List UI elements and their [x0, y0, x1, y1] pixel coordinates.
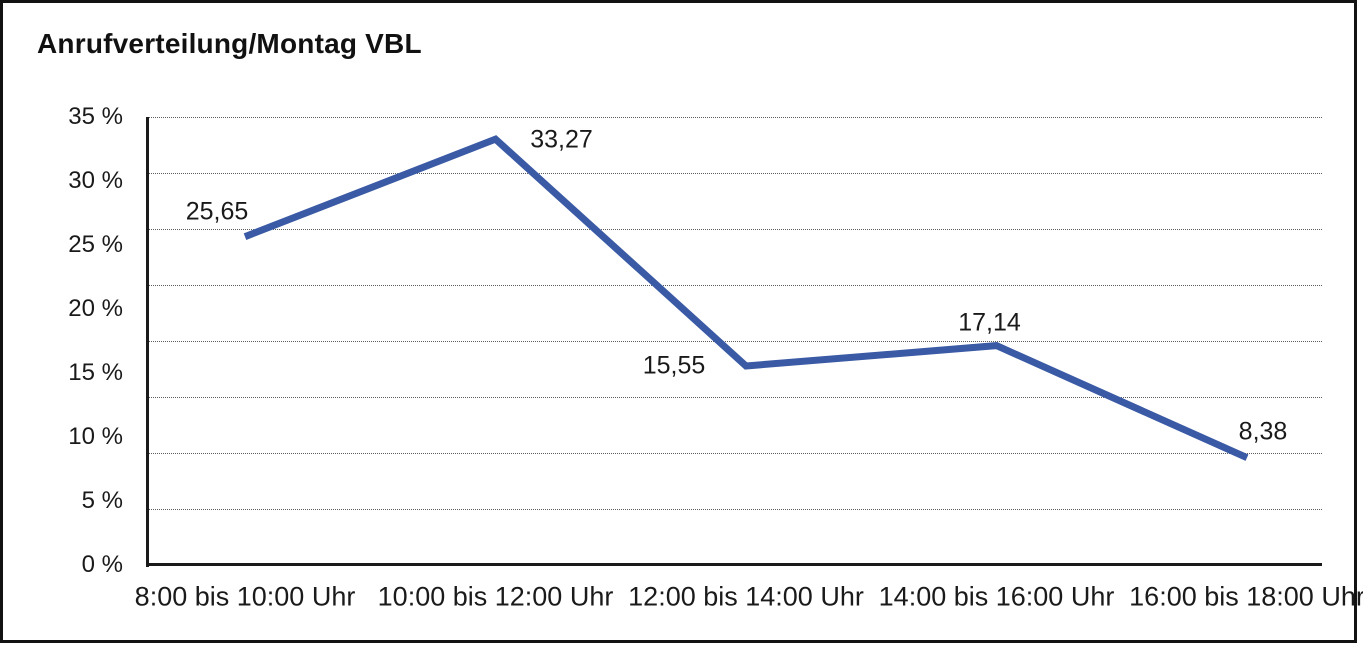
y-axis-tick-label: 25 %	[68, 231, 123, 258]
horizontal-gridline	[148, 173, 1322, 174]
y-axis-tick-label: 0 %	[81, 551, 123, 578]
horizontal-gridline	[148, 453, 1322, 454]
horizontal-gridline	[148, 509, 1322, 510]
data-point-label: 33,27	[530, 125, 593, 154]
y-axis-line	[146, 117, 149, 567]
x-axis-category-label: 14:00 bis 16:00 Uhr	[878, 581, 1115, 612]
horizontal-gridline	[148, 397, 1322, 398]
y-axis-tick-label: 10 %	[68, 423, 123, 450]
y-axis-tick-label: 30 %	[68, 167, 123, 194]
horizontal-gridline	[148, 285, 1322, 286]
horizontal-gridline	[148, 341, 1322, 342]
x-axis-category-label: 10:00 bis 12:00 Uhr	[377, 581, 614, 612]
y-axis-tick-label: 20 %	[68, 295, 123, 322]
data-point-label: 8,38	[1238, 417, 1288, 446]
horizontal-gridline	[148, 117, 1322, 118]
series-line	[243, 135, 1249, 461]
data-point-label: 15,55	[642, 351, 706, 380]
y-axis-tick-label: 35 %	[68, 103, 123, 130]
data-point-label: 17,14	[958, 308, 1021, 337]
chart-title: Anrufverteilung/Montag VBL	[37, 28, 422, 59]
x-axis-category-label: 16:00 bis 18:00 Uhr	[1129, 581, 1363, 612]
y-axis-tick-label: 15 %	[68, 359, 123, 386]
x-axis-category-label: 8:00 bis 10:00 Uhr	[134, 581, 356, 612]
horizontal-gridline	[148, 229, 1322, 230]
x-axis-category-label: 12:00 bis 14:00 Uhr	[628, 581, 864, 612]
data-point-label: 25,65	[185, 197, 249, 226]
y-axis-tick-label: 5 %	[81, 487, 123, 514]
x-axis-line	[148, 563, 1322, 566]
